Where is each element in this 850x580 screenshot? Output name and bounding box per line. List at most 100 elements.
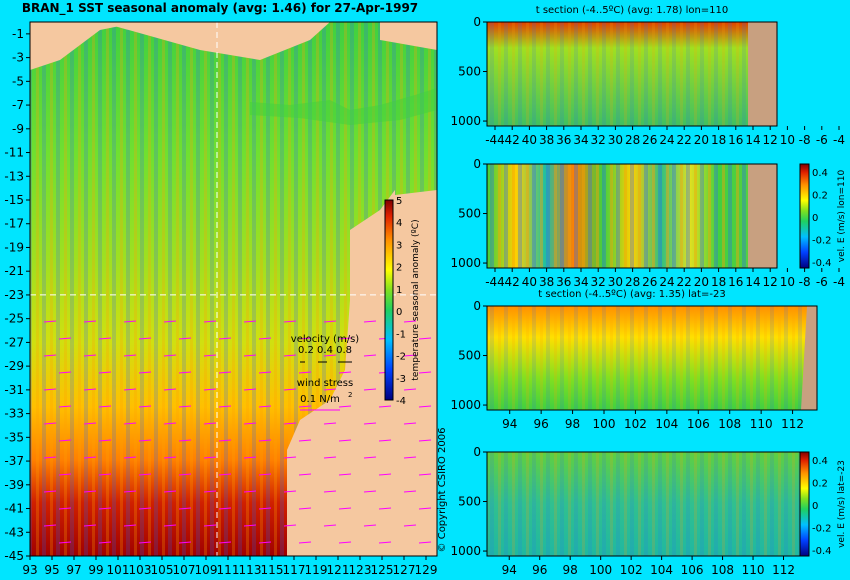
- wind-arrow: [403, 388, 417, 391]
- wind-arrow: [163, 490, 177, 493]
- lat-tick-label: -27: [4, 335, 24, 349]
- lon-tick-label: 125: [371, 563, 394, 577]
- wind-arrow: [418, 507, 432, 510]
- temp-colorbar-tick: -4: [396, 396, 406, 407]
- wind-scale: 0.1 N/m: [300, 394, 340, 405]
- section-land: [748, 164, 777, 268]
- velocity-colorbar-tick: 0.4: [812, 456, 828, 467]
- section-y-tick-label: 500: [458, 349, 481, 363]
- wind-arrow: [138, 473, 152, 476]
- lon-tick-label: 107: [173, 563, 196, 577]
- lat-tick-label: -1: [12, 27, 24, 41]
- velocity-colorbar-tick: 0: [812, 213, 818, 224]
- wind-arrow: [403, 524, 417, 527]
- wind-arrow: [163, 524, 177, 527]
- temp-colorbar-tick: -3: [396, 374, 406, 385]
- section-frame: [486, 21, 778, 127]
- wind-arrow: [123, 320, 137, 323]
- wind-arrow: [243, 422, 257, 425]
- section-x-tick-label: 26: [642, 133, 657, 147]
- section-x-tick-label: -8: [799, 275, 811, 289]
- wind-arrow: [258, 371, 272, 374]
- temp-colorbar-tick: -1: [396, 329, 406, 340]
- map-legend: 5 4 3 2 1 0 -1 -2 -3 -4 temperature seasonal anoma…: [291, 196, 448, 552]
- wind-arrow: [58, 507, 72, 510]
- section-texture: [487, 452, 807, 556]
- lon-tick-label: 109: [195, 563, 218, 577]
- lon-tick-label: 121: [327, 563, 350, 577]
- section-x-tick-label: 112: [772, 563, 795, 577]
- wind-arrow: [378, 541, 392, 544]
- wind-arrow: [178, 507, 192, 510]
- section-x-tick-label: 36: [556, 133, 571, 147]
- wind-arrow: [338, 473, 352, 476]
- section-x-tick-label: -4: [833, 133, 845, 147]
- lat-tick-label: -21: [4, 264, 24, 278]
- lat-tick-label: -15: [4, 193, 24, 207]
- wind-arrow: [43, 524, 57, 527]
- wind-arrow: [283, 490, 297, 493]
- wind-arrow: [298, 541, 312, 544]
- wind-arrow: [403, 354, 417, 357]
- velocity-colorbar-label: vel. E (m/s) lon=110: [837, 170, 847, 263]
- wind-arrow: [218, 473, 232, 476]
- wind-arrow: [378, 439, 392, 442]
- wind-arrow: [298, 405, 312, 408]
- wind-arrow: [243, 456, 257, 459]
- section-y-tick-label: 500: [458, 207, 481, 221]
- wind-arrow: [98, 507, 112, 510]
- wind-arrow: [378, 473, 392, 476]
- section-x-tick-label: 104: [655, 417, 678, 431]
- wind-arrow: [43, 422, 57, 425]
- wind-arrow: [178, 371, 192, 374]
- section-x-tick-label: 104: [650, 563, 673, 577]
- lon-tick-label: 105: [151, 563, 174, 577]
- lon-tick-label: 115: [261, 563, 284, 577]
- wind-arrow: [218, 541, 232, 544]
- wind-arrow: [98, 439, 112, 442]
- wind-arrow: [258, 541, 272, 544]
- section-x-tick-label: 14: [745, 275, 760, 289]
- section-x-tick-label: 28: [625, 133, 640, 147]
- islands-band: [250, 88, 437, 125]
- velocity-colorbar-tick: 0.2: [812, 479, 828, 490]
- section-x-tick-label: -6: [816, 275, 828, 289]
- lat-tick-label: -45: [4, 549, 24, 563]
- section-x-tick-label: 14: [745, 133, 760, 147]
- lat-tick-label: -3: [12, 51, 24, 65]
- java-landmass: [100, 22, 330, 60]
- temp-colorbar: [384, 199, 394, 401]
- wind-arrow: [163, 422, 177, 425]
- wind-arrow: [298, 507, 312, 510]
- section-x-tick-label: 38: [539, 133, 554, 147]
- section-x-tick-label: 106: [681, 563, 704, 577]
- section-x-tick-label: -44: [485, 275, 505, 289]
- wind-arrow: [98, 371, 112, 374]
- wind-arrow: [323, 320, 337, 323]
- section-land: [801, 306, 817, 410]
- wind-arrow: [43, 388, 57, 391]
- lat-tick-label: -9: [12, 122, 24, 136]
- wind-arrow: [283, 456, 297, 459]
- lat-tick-label: -39: [4, 478, 24, 492]
- section-texture: [487, 306, 817, 410]
- wind-arrow: [178, 473, 192, 476]
- temp-colorbar-label: temperature seasonal anomaly (ºC): [411, 219, 421, 380]
- wind-arrow: [418, 405, 432, 408]
- wind-arrow: [338, 337, 352, 340]
- wind-arrow: [123, 524, 137, 527]
- wind-arrow: [323, 524, 337, 527]
- map-axes: 93 95 97 99 101 103 105 107 109 111 113 115 117 119 12…: [4, 27, 437, 577]
- wind-arrow: [378, 405, 392, 408]
- wind-arrow: [58, 405, 72, 408]
- section-x-tick-label: 20: [694, 133, 709, 147]
- section-texture: [487, 22, 777, 126]
- lat-tick-label: -37: [4, 454, 24, 468]
- wind-arrow: [83, 490, 97, 493]
- temp-colorbar-tick: 2: [396, 263, 402, 274]
- section-x-tick-label: -44: [485, 133, 505, 147]
- wind-arrow: [258, 439, 272, 442]
- section-x-tick-label: 108: [711, 563, 734, 577]
- lon-tick-label: 101: [107, 563, 130, 577]
